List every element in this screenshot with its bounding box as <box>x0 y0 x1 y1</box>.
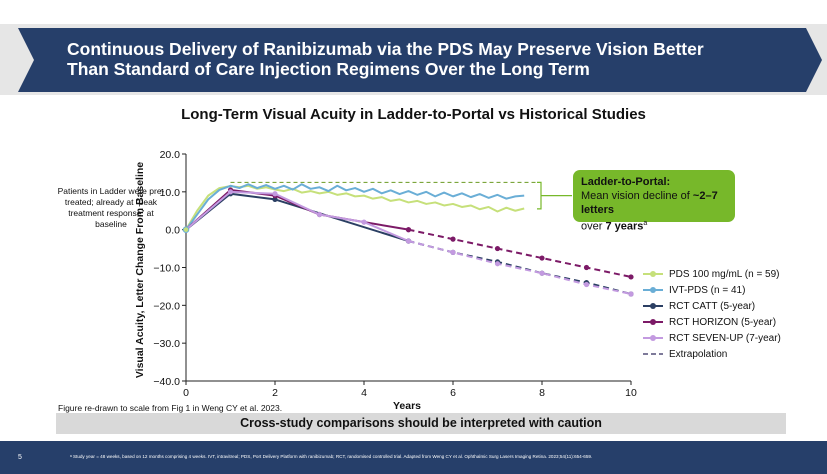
data-point <box>405 238 412 244</box>
data-point <box>628 274 634 280</box>
series-line <box>408 240 632 295</box>
x-tick-label: 6 <box>450 387 456 399</box>
source-note: Figure re-drawn to scale from Fig 1 in W… <box>58 403 283 413</box>
legend-item: RCT CATT (5-year) <box>642 298 781 314</box>
caution-banner: Cross-study comparisons should be interp… <box>56 413 786 434</box>
slide-title-line1: Continuous Delivery of Ranibizumab via t… <box>67 39 704 59</box>
data-point <box>227 189 234 195</box>
callout-text: Mean vision decline of ~2–7 letters <box>581 189 727 217</box>
chart-legend: PDS 100 mg/mL (n = 59) IVT-PDS (n = 41) RC… <box>642 266 781 362</box>
chart-title: Long-Term Visual Acuity in Ladder-to-Por… <box>181 106 646 123</box>
legend-swatch <box>643 319 663 325</box>
header-banner: Continuous Delivery of Ranibizumab via t… <box>0 0 827 95</box>
y-tick-label: −20.0 <box>153 300 180 312</box>
chart-axes: 20.0 10.0 0.0 −10.0 −20.0 −30.0 −40.00 2 4 6 8 10 <box>153 149 637 399</box>
series-line <box>185 183 525 231</box>
x-tick-label: 2 <box>272 387 278 399</box>
data-point <box>272 196 278 202</box>
legend-label: PDS 100 mg/mL (n = 59) <box>669 268 780 280</box>
series-line <box>408 228 632 278</box>
ladder-callout: Ladder-to-Portal: Mean vision decline of… <box>573 170 735 233</box>
legend-label: Extrapolation <box>669 348 728 360</box>
callout-text-prefix: Mean vision decline of <box>581 190 693 202</box>
banner-shape <box>0 24 827 95</box>
x-tick-label: 10 <box>625 387 637 399</box>
y-axis-label: Visual Acuity, Letter Change From Baseli… <box>134 162 146 378</box>
data-point <box>628 291 634 297</box>
data-point <box>583 264 590 271</box>
legend-swatch <box>643 271 663 277</box>
legend-item: RCT HORIZON (5-year) <box>642 314 781 330</box>
data-point <box>272 191 278 197</box>
chart-series <box>182 183 634 297</box>
data-point <box>450 249 456 255</box>
legend-label: RCT HORIZON (5-year) <box>669 316 777 328</box>
data-point <box>494 261 501 267</box>
legend-swatch <box>643 287 663 293</box>
x-tick-label: 4 <box>361 387 367 399</box>
page-number: 5 <box>18 454 22 461</box>
callout-text-2: over 7 yearsa <box>581 217 727 234</box>
footer-bar: 5 ᵃ Study year = 48 weeks, based on 12 m… <box>0 441 827 474</box>
legend-swatch <box>643 353 663 355</box>
data-point <box>494 245 501 252</box>
data-point <box>316 211 323 218</box>
legend-swatch <box>643 335 663 341</box>
series-line <box>185 190 409 242</box>
legend-label: RCT CATT (5-year) <box>669 300 756 312</box>
callout-text-bold2: 7 years <box>605 220 644 233</box>
callout-superscript: a <box>643 220 648 227</box>
legend-item: PDS 100 mg/mL (n = 59) <box>642 266 781 282</box>
x-axis-label: Years <box>393 400 421 412</box>
y-tick-label: −40.0 <box>153 376 180 388</box>
callout-text-mid: over <box>581 220 606 233</box>
y-tick-label: −30.0 <box>153 338 180 350</box>
side-note: Patients in Ladder were pre-treated; alr… <box>57 186 165 229</box>
data-point <box>539 270 545 276</box>
series-line <box>185 184 525 231</box>
data-point <box>405 227 412 233</box>
y-tick-label: 10.0 <box>160 187 181 199</box>
legend-label: RCT SEVEN-UP (7-year) <box>669 332 781 344</box>
x-tick-label: 8 <box>539 387 545 399</box>
legend-label: IVT-PDS (n = 41) <box>669 284 746 296</box>
x-tick-label: 0 <box>183 387 189 399</box>
callout-text-bold: ~2–7 letters <box>581 190 718 216</box>
data-point <box>539 255 545 261</box>
legend-item: Extrapolation <box>642 346 781 362</box>
data-point <box>583 281 590 288</box>
slide-title-line2: Than Standard of Care Injection Regimens… <box>67 59 590 79</box>
legend-item: IVT-PDS (n = 41) <box>642 282 781 298</box>
y-tick-label: 20.0 <box>160 149 181 161</box>
callout-title: Ladder-to-Portal: <box>581 176 671 188</box>
data-point <box>361 219 367 225</box>
y-tick-label: 0.0 <box>165 225 180 237</box>
origin-point <box>182 226 190 233</box>
data-point <box>450 236 456 242</box>
footnote: ᵃ Study year = 48 weeks, based on 12 mon… <box>70 454 593 459</box>
legend-swatch <box>643 303 663 309</box>
callout-bracket <box>537 181 572 210</box>
y-tick-label: −10.0 <box>153 263 180 275</box>
series-line <box>185 188 409 231</box>
legend-item: RCT SEVEN-UP (7-year) <box>642 330 781 346</box>
slide-title: Continuous Delivery of Ranibizumab via t… <box>67 39 787 79</box>
